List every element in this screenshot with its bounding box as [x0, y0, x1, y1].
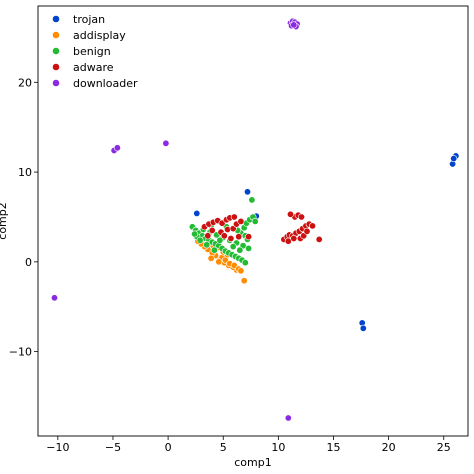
series-downloader: [50, 17, 301, 422]
legend-label-trojan: trojan: [73, 13, 105, 26]
legend-marker-benign: [52, 47, 60, 55]
point-downloader-11: [284, 414, 292, 422]
point-addisplay-24: [207, 254, 215, 262]
x-tick-label: 25: [437, 441, 451, 454]
point-benign-38: [251, 217, 259, 225]
point-downloader-9: [162, 139, 170, 147]
legend: trojan addisplay benign adware downloader: [52, 13, 138, 90]
point-benign-40: [229, 243, 237, 251]
point-adware-37: [315, 235, 323, 243]
y-axis-label: comp2: [0, 202, 9, 239]
point-adware-33: [297, 213, 305, 221]
y-tick-label: 20: [18, 76, 32, 89]
series-adware: [201, 210, 323, 245]
point-adware-35: [284, 237, 292, 245]
point-adware-7: [230, 213, 238, 221]
point-benign-41: [216, 236, 224, 244]
point-adware-18: [204, 232, 212, 240]
point-benign-36: [210, 246, 218, 254]
y-tick-label: 0: [25, 256, 32, 269]
legend-marker-addisplay: [52, 31, 60, 39]
legend-label-downloader: downloader: [73, 77, 138, 90]
legend-label-addisplay: addisplay: [73, 29, 126, 42]
x-tick-label: 15: [326, 441, 340, 454]
x-tick-label: 5: [220, 441, 227, 454]
point-downloader-6: [290, 21, 298, 29]
legend-marker-adware: [52, 63, 60, 71]
point-adware-13: [208, 226, 216, 234]
x-axis-ticks: −10 −5 0 5 10 15 20 25: [46, 436, 451, 454]
legend-marker-trojan: [52, 15, 60, 23]
point-adware-34: [286, 210, 294, 218]
point-adware-16: [235, 233, 243, 241]
x-tick-label: 10: [271, 441, 285, 454]
point-benign-44: [236, 246, 244, 254]
points-layer: [50, 17, 460, 422]
point-adware-36: [303, 227, 311, 235]
point-benign-37: [248, 196, 256, 204]
point-benign-16: [241, 259, 249, 267]
point-trojan-8: [193, 209, 201, 217]
legend-label-adware: adware: [73, 61, 114, 74]
point-benign-35: [203, 241, 211, 249]
legend-label-benign: benign: [73, 45, 111, 58]
x-tick-label: −10: [46, 441, 69, 454]
point-trojan-3: [450, 155, 458, 163]
x-tick-label: −5: [105, 441, 121, 454]
x-tick-label: 20: [382, 441, 396, 454]
point-adware-38: [290, 235, 298, 243]
point-benign-43: [191, 230, 199, 238]
point-addisplay-0: [240, 277, 248, 285]
y-tick-label: 10: [18, 166, 32, 179]
point-adware-15: [227, 235, 235, 243]
point-benign-24: [245, 244, 253, 252]
point-downloader-10: [50, 294, 58, 302]
x-axis-label: comp1: [234, 456, 271, 469]
point-adware-28: [308, 222, 316, 230]
legend-marker-downloader: [52, 79, 60, 87]
point-downloader-8: [113, 144, 121, 152]
plot-frame: [37, 5, 469, 437]
point-addisplay-23: [215, 258, 223, 266]
y-axis-ticks: −10 0 10 20: [9, 76, 38, 359]
point-adware-14: [220, 232, 228, 240]
point-trojan-5: [359, 324, 367, 332]
x-tick-label: 0: [165, 441, 172, 454]
point-trojan-6: [244, 188, 252, 196]
point-benign-34: [196, 236, 204, 244]
point-adware-12: [237, 217, 245, 225]
point-adware-17: [245, 233, 253, 241]
y-tick-label: −10: [9, 346, 32, 359]
point-addisplay-22: [237, 267, 245, 275]
